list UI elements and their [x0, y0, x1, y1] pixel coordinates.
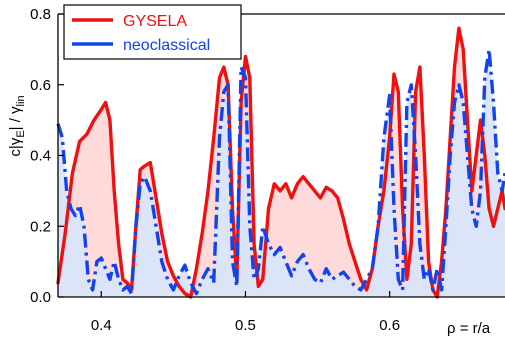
y-axis-title-sub-e: E — [15, 130, 27, 137]
neoclassical-series-line — [56, 47, 505, 296]
y-tick-label: 0.4 — [30, 148, 51, 165]
y-axis-title-sub-lin: lin — [15, 95, 27, 106]
neoclassical-fill-area — [58, 49, 505, 298]
y-tick-label: 0.2 — [30, 218, 51, 235]
x-tick-label: 0.5 — [235, 317, 256, 334]
y-ticks: 0.0 0.2 0.4 0.6 0.8 — [30, 6, 64, 306]
plot-area — [56, 26, 505, 299]
legend-label-neoclassical: neoclassical — [123, 37, 210, 54]
x-axis-title: ρ = r/a — [447, 320, 491, 337]
x-tick-label: 0.6 — [379, 317, 400, 334]
y-axis-title: c|γE| / γlin — [7, 95, 27, 156]
legend: GYSELA neoclassical — [63, 4, 242, 60]
y-tick-label: 0.8 — [30, 6, 51, 23]
x-ticks: 0.4 0.5 0.6 — [91, 291, 400, 334]
legend-box — [63, 4, 242, 60]
y-tick-label: 0.6 — [30, 77, 51, 94]
y-axis-title-mid: | / γ — [7, 106, 24, 130]
legend-label-gysela: GYSELA — [123, 13, 187, 30]
y-tick-label: 0.0 — [30, 289, 51, 306]
x-tick-label: 0.4 — [91, 317, 112, 334]
y-axis-title-main: c|γ — [7, 137, 24, 156]
